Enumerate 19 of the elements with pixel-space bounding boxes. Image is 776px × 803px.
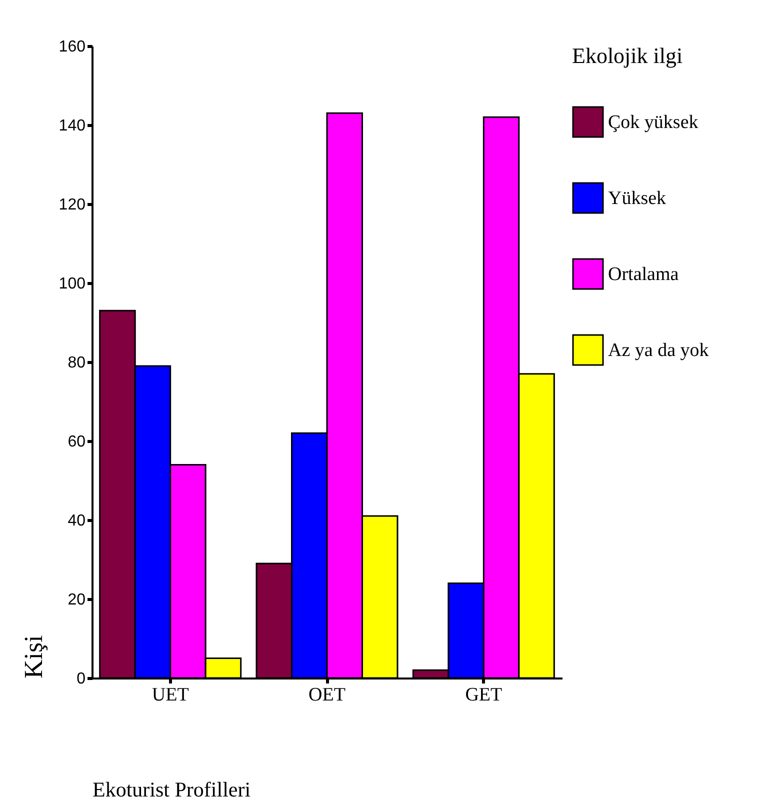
y-tick-label: 120 <box>58 196 86 214</box>
legend-label: Ortalama <box>608 264 680 285</box>
x-tick-label: OET <box>308 684 346 706</box>
x-axis-title: Ekoturist Profilleri <box>92 778 251 802</box>
legend-title: Ekolojik ilgi <box>572 43 683 68</box>
y-tick-label: 100 <box>58 276 86 292</box>
y-tick-label: 80 <box>68 354 86 372</box>
legend-label: Çok yüksek <box>608 112 699 133</box>
x-tick-label: GET <box>465 684 503 706</box>
y-tick-label: 0 <box>76 670 86 688</box>
y-tick-label: 20 <box>68 592 86 608</box>
y-tick-label: 60 <box>68 434 86 450</box>
legend-label: Yüksek <box>608 188 667 209</box>
y-tick-label: 140 <box>58 118 86 134</box>
x-tick-label: UET <box>152 684 190 706</box>
legend-label: Az ya da yok <box>608 340 710 361</box>
y-tick-label: 40 <box>68 512 86 530</box>
y-tick-label: 160 <box>58 38 86 56</box>
y-axis-title: Kişi <box>18 635 48 678</box>
